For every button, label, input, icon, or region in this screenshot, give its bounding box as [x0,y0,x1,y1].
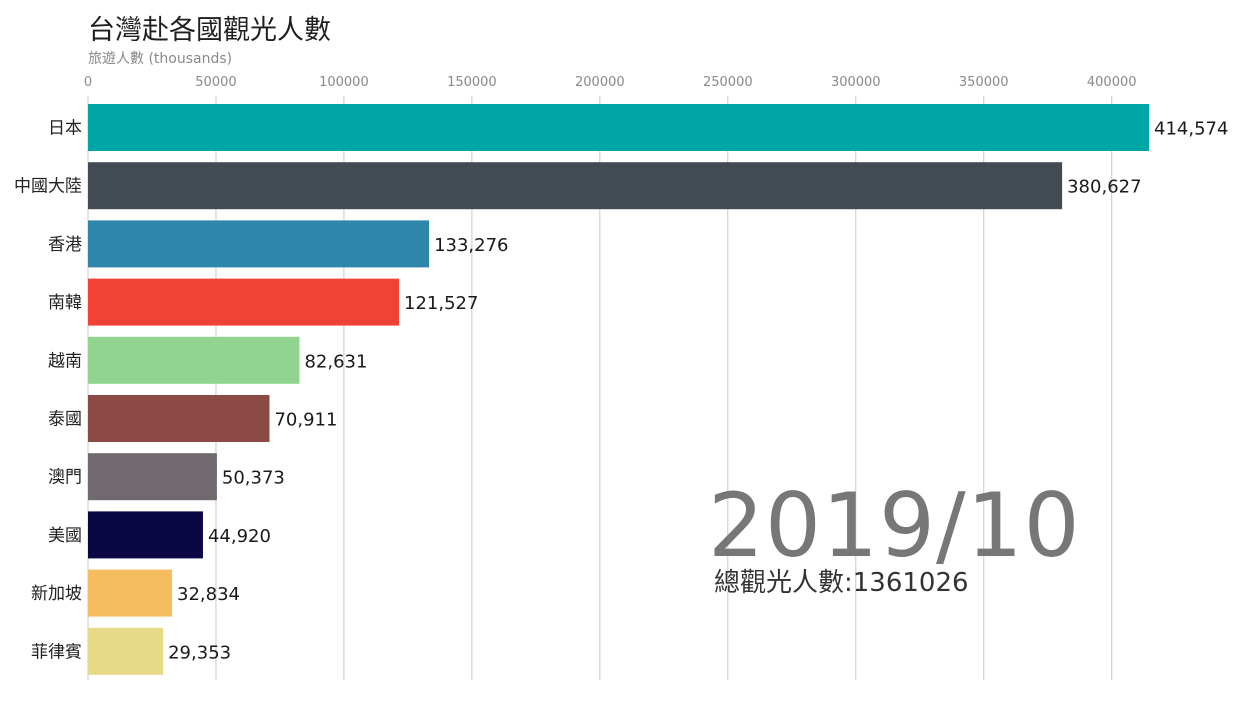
x-tick-label: 350000 [959,75,1009,90]
x-tick-label: 100000 [319,75,369,90]
axis-subtitle: 旅遊人數 (thousands) [88,51,233,67]
value-label: 50,373 [222,468,285,489]
x-tick-label: 400000 [1087,75,1137,90]
x-tick-label: 250000 [703,75,753,90]
category-label: 中國大陸 [14,177,82,197]
category-label: 澳門 [48,468,82,488]
value-label: 380,627 [1067,177,1141,198]
chart-title: 台灣赴各國觀光人數 [88,15,331,46]
bar [88,104,1149,151]
value-label: 44,920 [208,526,271,547]
x-tick-label: 50000 [195,75,236,90]
bar [88,162,1063,210]
x-tick-label: 300000 [831,75,881,90]
value-label: 70,911 [274,410,337,431]
value-labels: 414,574 380,627 133,276 121,527 82,631 70,911… [168,119,1228,664]
bar [88,627,164,675]
total-visitors-label: 總觀光人數:1361026 [714,568,969,598]
category-label: 越南 [48,351,82,371]
period-label: 2019/10 [708,474,1081,577]
bar [88,569,173,617]
category-label: 菲律賓 [31,642,82,662]
category-label: 南韓 [48,293,82,313]
category-label: 美國 [48,526,82,546]
value-label: 414,574 [1154,119,1228,140]
category-label: 香港 [48,235,82,255]
x-tick-label: 150000 [447,75,497,90]
bar [88,453,217,501]
category-label: 泰國 [48,410,82,430]
category-label: 日本 [48,119,82,139]
bar [88,336,300,384]
bar [88,220,430,268]
value-label: 121,527 [404,293,478,314]
value-label: 29,353 [168,642,231,663]
bar [88,511,203,559]
bars [88,104,1149,675]
x-tick-label: 0 [84,75,92,90]
bar [88,278,400,326]
value-label: 32,834 [177,584,240,605]
value-label: 133,276 [434,235,508,256]
x-tick-label: 200000 [575,75,625,90]
category-label: 新加坡 [31,584,82,604]
bar [88,395,270,442]
x-axis-ticks: 0 50000 100000 150000 200000 250000 300000 3500… [84,75,1137,90]
value-label: 82,631 [304,351,367,372]
